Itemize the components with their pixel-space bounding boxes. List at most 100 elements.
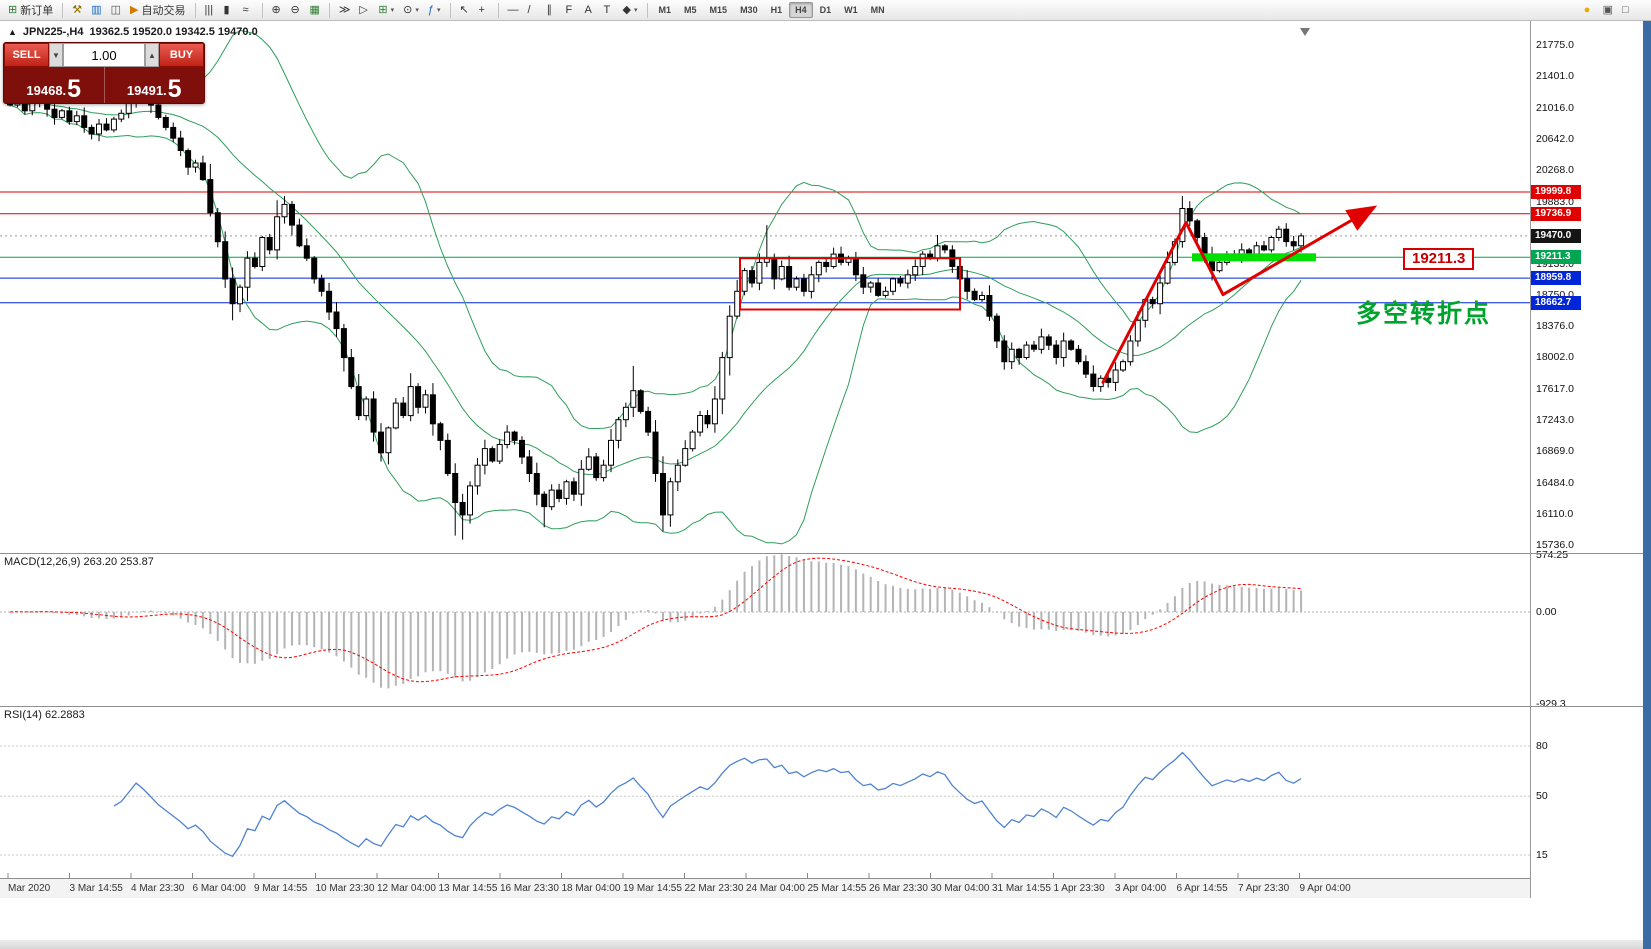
buy-price-main: 19491.: [126, 82, 167, 98]
zoom-out-button[interactable]: ⊖: [287, 1, 305, 19]
shapes-button[interactable]: ◆ ▾: [619, 1, 642, 19]
time-axis-label: 30 Mar 04:00: [930, 883, 990, 894]
price-tag: 19211.3: [1531, 250, 1581, 265]
rsi-indicator-label: RSI(14) 62.2883: [4, 709, 85, 721]
scale-tick-label: 16484.0: [1536, 477, 1574, 490]
bar-chart-button[interactable]: |||: [201, 1, 219, 19]
scale-tick-label: 0.00: [1536, 606, 1557, 618]
buy-button[interactable]: BUY: [159, 43, 204, 67]
market-watch-icon: ▥: [91, 3, 102, 16]
scale-tick-label: 21016.0: [1536, 101, 1574, 114]
channel-icon: ∥: [546, 3, 553, 16]
price-tag: 19736.9: [1531, 206, 1581, 221]
buy-price[interactable]: 19491. 5: [105, 67, 205, 103]
volume-input[interactable]: [63, 43, 145, 67]
new-order-button[interactable]: ⊞ 新订单: [4, 1, 57, 19]
turning-point-note[interactable]: 多空转折点: [1356, 300, 1492, 328]
dropdown-arrow-icon: ▾: [390, 7, 395, 14]
tile-windows-button[interactable]: ▦: [306, 1, 324, 19]
toolbar: ⊞ 新订单 ⚒ ▥ ◫ ▶ 自动交易 ||| ▮ ≈ ⊕ ⊖ ▦ ≫ ▷ ⊞ ▾ ⊙ ▾ ƒ ▾ ↖ + — / ∥ F A T ◆ ▾ M1…: [0, 0, 1651, 21]
timeframe-m5-button[interactable]: M5: [684, 5, 697, 15]
expert-advisors-icon: ⚒: [72, 3, 83, 16]
docking-icon: ▣: [1602, 3, 1613, 16]
timeframe-d1-button[interactable]: D1: [819, 5, 832, 15]
sell-button[interactable]: SELL: [4, 43, 49, 67]
direction-up-icon: ▲: [8, 27, 17, 37]
toolbar-separator: [62, 2, 64, 18]
text-button[interactable]: A: [581, 1, 599, 19]
periods-button[interactable]: ⊙ ▾: [399, 1, 423, 19]
cursor-button[interactable]: ↖: [456, 1, 474, 19]
indicators-button[interactable]: ƒ ▾: [424, 1, 445, 19]
time-axis[interactable]: Mar 2020 3 Mar 14:55 4 Mar 23:30 6 Mar 04:0…: [0, 878, 1530, 898]
toolbar-separator: [261, 2, 263, 18]
zoom-in-icon: ⊕: [271, 3, 281, 16]
scale-tick-label: 17243.0: [1536, 414, 1574, 427]
horizontal-line-button[interactable]: —: [504, 1, 523, 19]
auto-scroll-button[interactable]: ≫: [335, 1, 355, 19]
indicators-icon: ƒ: [427, 3, 435, 16]
macd-indicator-label: MACD(12,26,9) 263.20 253.87: [4, 556, 154, 568]
time-axis-label: 13 Mar 14:55: [438, 883, 498, 894]
chart-shift-button[interactable]: ▷: [355, 1, 373, 19]
price-scale[interactable]: 21775.0 21401.0 21016.0 20642.0 20268.0 19883…: [1530, 21, 1643, 898]
sell-price-pips: 5: [67, 74, 82, 103]
timeframe-m15-button[interactable]: M15: [709, 5, 728, 15]
new-order-icon: ⊞: [8, 3, 18, 16]
market-watch-button[interactable]: ▥: [87, 1, 105, 19]
candlestick-chart-icon: ▮: [223, 3, 230, 16]
fibonacci-button[interactable]: F: [562, 1, 580, 19]
symbol-ohlc-info: ▲ JPN225-,H4 19362.5 19520.0 19342.5 194…: [8, 26, 258, 38]
macd-panel-divider[interactable]: [0, 553, 1643, 554]
scale-tick-label: 18002.0: [1536, 351, 1574, 364]
help-icon: □: [1622, 3, 1629, 16]
volume-decrease-button[interactable]: ▼: [49, 43, 63, 67]
crosshair-button[interactable]: +: [475, 1, 493, 19]
line-chart-button[interactable]: ≈: [239, 1, 257, 19]
time-axis-label: 16 Mar 23:30: [500, 883, 559, 894]
timeframe-h1-button[interactable]: H1: [770, 5, 783, 15]
auto-trading-label: 自动交易: [141, 5, 186, 17]
data-window-button[interactable]: ◫: [107, 1, 125, 19]
time-axis-label: 4 Mar 23:30: [131, 883, 185, 894]
price-tag: 19470.0: [1531, 228, 1581, 243]
text-label-button[interactable]: T: [600, 1, 618, 19]
expert-advisors-button[interactable]: ⚒: [68, 1, 86, 19]
data-window-icon: ◫: [110, 3, 122, 16]
scale-tick-label: 15: [1536, 848, 1548, 861]
alert-icon: ●: [1583, 3, 1591, 16]
scale-tick-label: 50: [1536, 790, 1548, 803]
timeframe-m1-button[interactable]: M1: [658, 5, 672, 15]
timeframe-mn-button[interactable]: MN: [870, 5, 885, 15]
zoom-in-button[interactable]: ⊕: [268, 1, 286, 19]
docking-button[interactable]: ▣: [1599, 1, 1617, 19]
auto-trading-button[interactable]: ▶ 自动交易: [126, 1, 189, 19]
channel-button[interactable]: ∥: [543, 1, 561, 19]
new-chart-button[interactable]: ⊞ ▾: [374, 1, 398, 19]
time-axis-label: 19 Mar 14:55: [623, 883, 682, 894]
sell-price[interactable]: 19468. 5: [4, 67, 105, 103]
volume-increase-button[interactable]: ▲: [145, 43, 159, 67]
timeframe-h4-button[interactable]: H4: [789, 2, 813, 18]
time-axis-label: 31 Mar 14:55: [992, 883, 1051, 894]
candlestick-chart-button[interactable]: ▮: [220, 1, 238, 19]
timeframe-w1-button[interactable]: W1: [844, 5, 858, 15]
key-level-price-label[interactable]: 19211.3: [1403, 248, 1475, 270]
price-tag: 19999.8: [1531, 184, 1581, 199]
alert-button[interactable]: ●: [1580, 1, 1598, 19]
chart-shift-icon: ▷: [359, 3, 368, 16]
scale-tick-label: 80: [1536, 740, 1548, 752]
window-right-edge: [1643, 21, 1651, 949]
scale-tick-label: 20642.0: [1536, 132, 1574, 145]
horizontal-line-icon: —: [507, 3, 519, 16]
time-axis-label: 18 Mar 04:00: [561, 883, 621, 894]
time-axis-label: 6 Apr 14:55: [1176, 883, 1228, 894]
timeframe-m30-button[interactable]: M30: [740, 5, 758, 15]
help-button[interactable]: □: [1618, 1, 1636, 19]
buy-price-pips: 5: [167, 74, 182, 103]
trendline-button[interactable]: /: [524, 1, 542, 19]
scale-tick-label: 21775.0: [1536, 39, 1574, 51]
time-axis-label: 9 Mar 14:55: [254, 883, 308, 894]
rsi-panel-divider[interactable]: [0, 706, 1643, 707]
